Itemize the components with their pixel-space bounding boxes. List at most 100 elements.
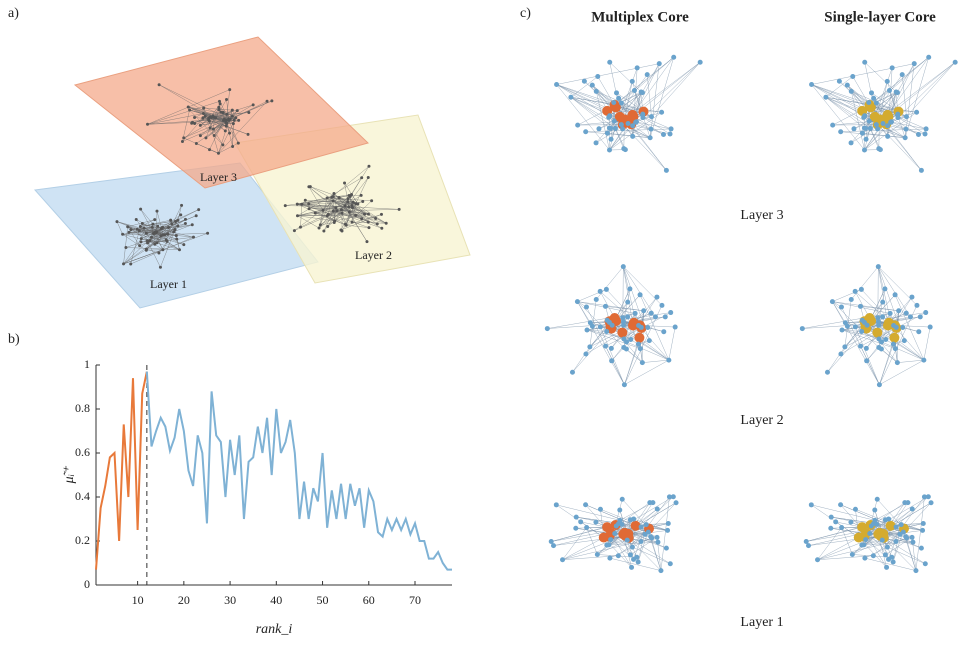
node — [648, 135, 653, 140]
node — [877, 382, 882, 387]
edge — [556, 505, 620, 520]
node — [619, 122, 624, 127]
column-title: Single-layer Core — [824, 9, 936, 25]
node — [367, 176, 370, 179]
node — [874, 522, 879, 527]
node — [593, 520, 598, 525]
node — [307, 202, 310, 205]
node — [385, 222, 388, 225]
node — [628, 337, 633, 342]
node — [139, 240, 142, 243]
y-tick-label: 0.8 — [75, 401, 90, 415]
node — [830, 123, 835, 128]
node — [604, 543, 609, 548]
node — [130, 228, 133, 231]
node — [611, 100, 616, 105]
edge — [847, 85, 868, 102]
node — [809, 502, 814, 507]
node — [620, 126, 625, 131]
node — [886, 557, 891, 562]
node — [607, 556, 612, 561]
node — [921, 358, 926, 363]
node — [904, 114, 909, 119]
network — [554, 55, 703, 173]
node — [850, 74, 855, 79]
node — [380, 227, 383, 230]
node — [655, 535, 660, 540]
edge — [669, 327, 675, 360]
node — [643, 532, 648, 537]
node — [332, 210, 335, 213]
node — [225, 113, 228, 116]
node — [880, 300, 885, 305]
node — [304, 199, 307, 202]
y-tick-label: 0.6 — [75, 445, 90, 459]
node — [623, 147, 628, 152]
node — [321, 209, 324, 212]
node — [370, 199, 373, 202]
node — [296, 203, 299, 206]
edge — [572, 329, 611, 373]
node — [838, 129, 843, 134]
node — [629, 565, 634, 570]
node — [598, 507, 603, 512]
node — [874, 100, 879, 105]
node — [607, 60, 612, 65]
node — [632, 88, 637, 93]
node — [252, 103, 255, 106]
node — [891, 559, 896, 564]
node — [166, 233, 169, 236]
node — [882, 286, 887, 291]
node — [587, 344, 592, 349]
node — [636, 342, 641, 347]
node — [859, 329, 864, 334]
node — [859, 543, 864, 548]
node — [332, 195, 335, 198]
node — [837, 79, 842, 84]
node — [181, 140, 184, 143]
node — [583, 502, 588, 507]
node — [867, 531, 872, 536]
network — [809, 55, 958, 173]
node — [640, 90, 645, 95]
node — [199, 134, 202, 137]
node — [300, 203, 303, 206]
edge — [924, 327, 930, 360]
node — [139, 208, 142, 211]
node — [881, 121, 886, 126]
core-node — [889, 333, 899, 343]
node — [360, 194, 363, 197]
node — [666, 358, 671, 363]
node — [909, 295, 914, 300]
node — [880, 538, 885, 543]
node — [914, 110, 919, 115]
node — [195, 214, 198, 217]
node — [919, 168, 924, 173]
edge — [643, 62, 700, 117]
node — [635, 65, 640, 70]
node — [212, 115, 215, 118]
node — [138, 229, 141, 232]
node — [922, 494, 927, 499]
node — [910, 535, 915, 540]
layer-label: Layer 1 — [150, 277, 187, 291]
node — [616, 553, 621, 558]
node — [233, 119, 236, 122]
node — [351, 204, 354, 207]
x-tick-label: 30 — [224, 593, 236, 607]
node — [620, 315, 625, 320]
node — [830, 299, 835, 304]
node — [603, 344, 608, 349]
node — [864, 346, 869, 351]
node — [923, 131, 928, 136]
node — [247, 133, 250, 136]
node — [668, 561, 673, 566]
node — [839, 304, 844, 309]
node — [648, 127, 653, 132]
node — [885, 134, 890, 139]
edge — [878, 267, 917, 306]
node — [649, 114, 654, 119]
node — [630, 134, 635, 139]
node — [115, 220, 118, 223]
node — [146, 123, 149, 126]
